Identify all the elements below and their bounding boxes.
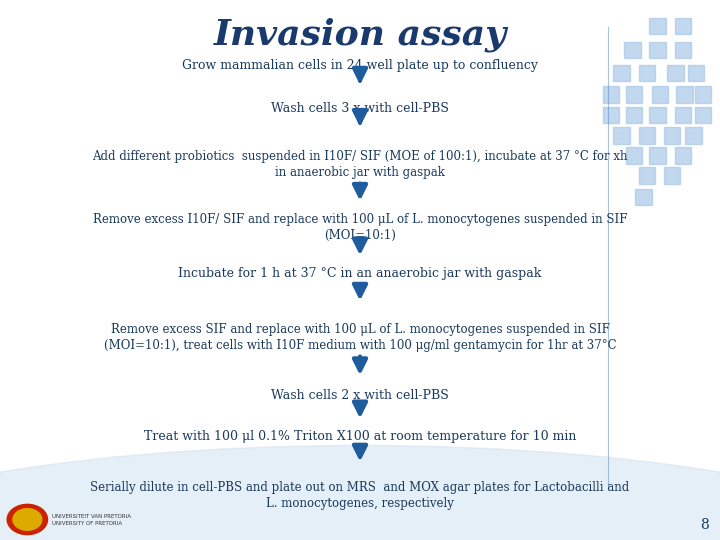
Bar — [649, 18, 666, 34]
Text: Treat with 100 μl 0.1% Triton X100 at room temperature for 10 min: Treat with 100 μl 0.1% Triton X100 at ro… — [144, 430, 576, 443]
Circle shape — [13, 509, 42, 530]
Bar — [603, 107, 619, 123]
Bar — [639, 127, 655, 144]
Text: Serially dilute in cell-PBS and plate out on MRS  and MOX agar plates for Lactob: Serially dilute in cell-PBS and plate ou… — [91, 481, 629, 510]
Bar — [676, 86, 693, 103]
Text: Invasion assay: Invasion assay — [213, 17, 507, 52]
Text: Grow mammalian cells in 24 well plate up to confluency: Grow mammalian cells in 24 well plate up… — [182, 59, 538, 72]
Bar — [664, 167, 680, 184]
Bar — [695, 86, 711, 103]
Bar — [639, 65, 655, 81]
Bar — [675, 42, 691, 58]
Bar — [626, 107, 642, 123]
Text: Wash cells 3 x with cell-PBS: Wash cells 3 x with cell-PBS — [271, 102, 449, 114]
Circle shape — [7, 504, 48, 535]
Bar — [635, 189, 652, 205]
Bar — [624, 42, 641, 58]
Text: 8: 8 — [701, 518, 709, 532]
Bar — [603, 86, 619, 103]
Bar — [652, 86, 668, 103]
Text: Incubate for 1 h at 37 °C in an anaerobic jar with gaspak: Incubate for 1 h at 37 °C in an anaerobi… — [179, 267, 541, 280]
Bar — [626, 86, 642, 103]
Bar — [695, 107, 711, 123]
Text: Add different probiotics  suspended in I10F/ SIF (MOE of 100:1), incubate at 37 : Add different probiotics suspended in I1… — [92, 150, 628, 179]
Bar — [667, 65, 684, 81]
Ellipse shape — [0, 446, 720, 540]
Bar — [688, 65, 704, 81]
Text: UNIVERSITY OF PRETORIA: UNIVERSITY OF PRETORIA — [52, 521, 122, 526]
Text: Remove excess I10F/ SIF and replace with 100 μL of L. monocytogenes suspended in: Remove excess I10F/ SIF and replace with… — [93, 213, 627, 242]
Bar — [626, 147, 642, 164]
Bar — [613, 65, 630, 81]
Bar — [613, 127, 630, 144]
Bar — [675, 107, 691, 123]
Bar — [649, 42, 666, 58]
Bar — [639, 167, 655, 184]
Bar — [685, 127, 702, 144]
Bar — [675, 147, 691, 164]
Text: Wash cells 2 x with cell-PBS: Wash cells 2 x with cell-PBS — [271, 389, 449, 402]
Bar — [649, 147, 666, 164]
Bar — [664, 127, 680, 144]
Bar — [675, 18, 691, 34]
Text: UNIVERSITEIT VAN PRETORIA: UNIVERSITEIT VAN PRETORIA — [52, 514, 131, 519]
Bar — [649, 107, 666, 123]
Text: Remove excess SIF and replace with 100 μL of L. monocytogenes suspended in SIF
(: Remove excess SIF and replace with 100 μ… — [104, 323, 616, 352]
